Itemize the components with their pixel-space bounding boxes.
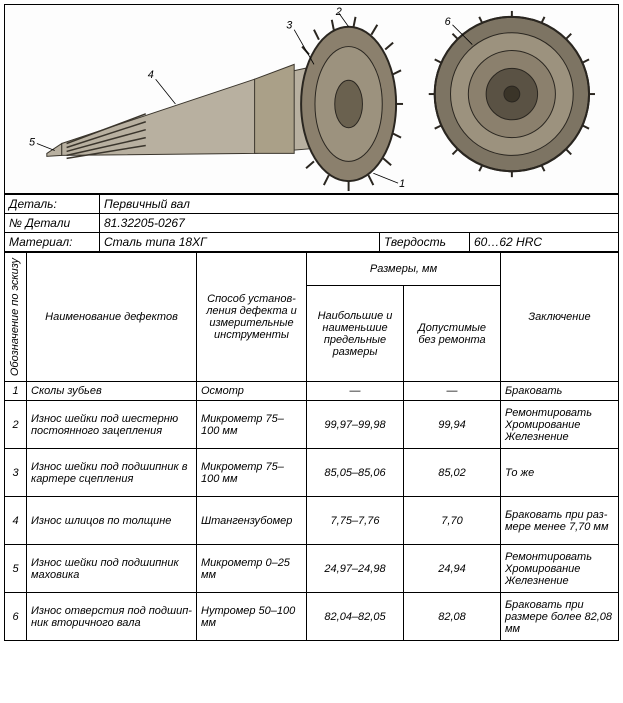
gear — [301, 17, 403, 191]
partno-value: 81.32205-0267 — [100, 214, 619, 233]
cell-n: 4 — [5, 497, 27, 545]
cell-n: 3 — [5, 449, 27, 497]
cell-method: Штангензубомер — [197, 497, 307, 545]
hdr-method: Способ установ-ления дефекта и измерител… — [197, 253, 307, 382]
cell-s1: 7,75–7,76 — [307, 497, 404, 545]
hardness-value: 60…62 HRC — [470, 233, 619, 252]
cell-n: 1 — [5, 382, 27, 401]
table-row: 4 Износ шлицов по толщине Штангензубомер… — [5, 497, 619, 545]
cell-concl: Браковать — [501, 382, 619, 401]
cell-s2: 82,08 — [404, 593, 501, 641]
hdr-size-limits: Наибольшие и наименьшие предельные разме… — [307, 286, 404, 382]
material-label: Материал: — [5, 233, 100, 252]
cell-method: Микрометр 0–25 мм — [197, 545, 307, 593]
cell-s1: — — [307, 382, 404, 401]
cell-defect: Сколы зубьев — [27, 382, 197, 401]
cell-method: Микрометр 75–100 мм — [197, 449, 307, 497]
cell-defect: Износ шейки под подшипник маховика — [27, 545, 197, 593]
cell-concl: Браковать при размере более 82,08 мм — [501, 593, 619, 641]
front-disc — [429, 11, 595, 177]
cell-s2: — — [404, 382, 501, 401]
shaft-assembly — [47, 17, 403, 191]
cell-s2: 85,02 — [404, 449, 501, 497]
hdr-defect: Наименование дефектов — [27, 253, 197, 382]
cell-n: 5 — [5, 545, 27, 593]
cell-defect: Износ шлицов по толщине — [27, 497, 197, 545]
cell-method: Осмотр — [197, 382, 307, 401]
table-row: 6 Износ отверстия под подшип-ник вторичн… — [5, 593, 619, 641]
cell-s1: 99,97–99,98 — [307, 401, 404, 449]
part-info-table: Деталь: Первичный вал № Детали 81.32205-… — [4, 194, 619, 252]
cell-concl: Ремонтировать Хромирование Железнение — [501, 401, 619, 449]
technical-drawing: 1 2 3 4 5 6 — [4, 4, 619, 194]
cell-defect: Износ шейки под подшипник в картере сцеп… — [27, 449, 197, 497]
cell-concl: Ремонтировать Хромирование Железнение — [501, 545, 619, 593]
cell-s1: 24,97–24,98 — [307, 545, 404, 593]
cell-s2: 99,94 — [404, 401, 501, 449]
part-label: Деталь: — [5, 195, 100, 214]
cell-n: 6 — [5, 593, 27, 641]
callout-3: 3 — [286, 20, 292, 32]
hardness-label: Твердость — [380, 233, 470, 252]
cell-method: Микрометр 75–100 мм — [197, 401, 307, 449]
hdr-conclusion: Заключение — [501, 253, 619, 382]
cell-concl: То же — [501, 449, 619, 497]
table-row: 3 Износ шейки под подшипник в картере сц… — [5, 449, 619, 497]
table-row: 5 Износ шейки под подшипник маховика Мик… — [5, 545, 619, 593]
cell-n: 2 — [5, 401, 27, 449]
callout-4: 4 — [148, 69, 154, 81]
callout-5: 5 — [29, 137, 36, 149]
partno-label: № Детали — [5, 214, 100, 233]
hdr-sketch: Обозначение по эскизу — [9, 256, 21, 378]
part-value: Первичный вал — [100, 195, 619, 214]
cell-defect: Износ отверстия под подшип-ник вторичног… — [27, 593, 197, 641]
hdr-sizes: Размеры, мм — [307, 253, 501, 286]
cell-s2: 24,94 — [404, 545, 501, 593]
callout-2: 2 — [335, 6, 342, 18]
table-row: 1 Сколы зубьев Осмотр — — Браковать — [5, 382, 619, 401]
callout-6: 6 — [445, 16, 452, 28]
defect-table: Обозначение по эскизу Наименование дефек… — [4, 252, 619, 641]
cell-s2: 7,70 — [404, 497, 501, 545]
hdr-size-allow: Допустимые без ремонта — [404, 286, 501, 382]
cell-s1: 85,05–85,06 — [307, 449, 404, 497]
cell-method: Нутромер 50–100 мм — [197, 593, 307, 641]
cell-defect: Износ шейки под шестерню постоянного зац… — [27, 401, 197, 449]
cell-s1: 82,04–82,05 — [307, 593, 404, 641]
cell-concl: Браковать при раз-мере менее 7,70 мм — [501, 497, 619, 545]
material-value: Сталь типа 18ХГ — [100, 233, 380, 252]
table-row: 2 Износ шейки под шестерню постоянного з… — [5, 401, 619, 449]
shaft-sketch: 1 2 3 4 5 6 — [5, 5, 618, 193]
callout-1: 1 — [399, 178, 405, 190]
